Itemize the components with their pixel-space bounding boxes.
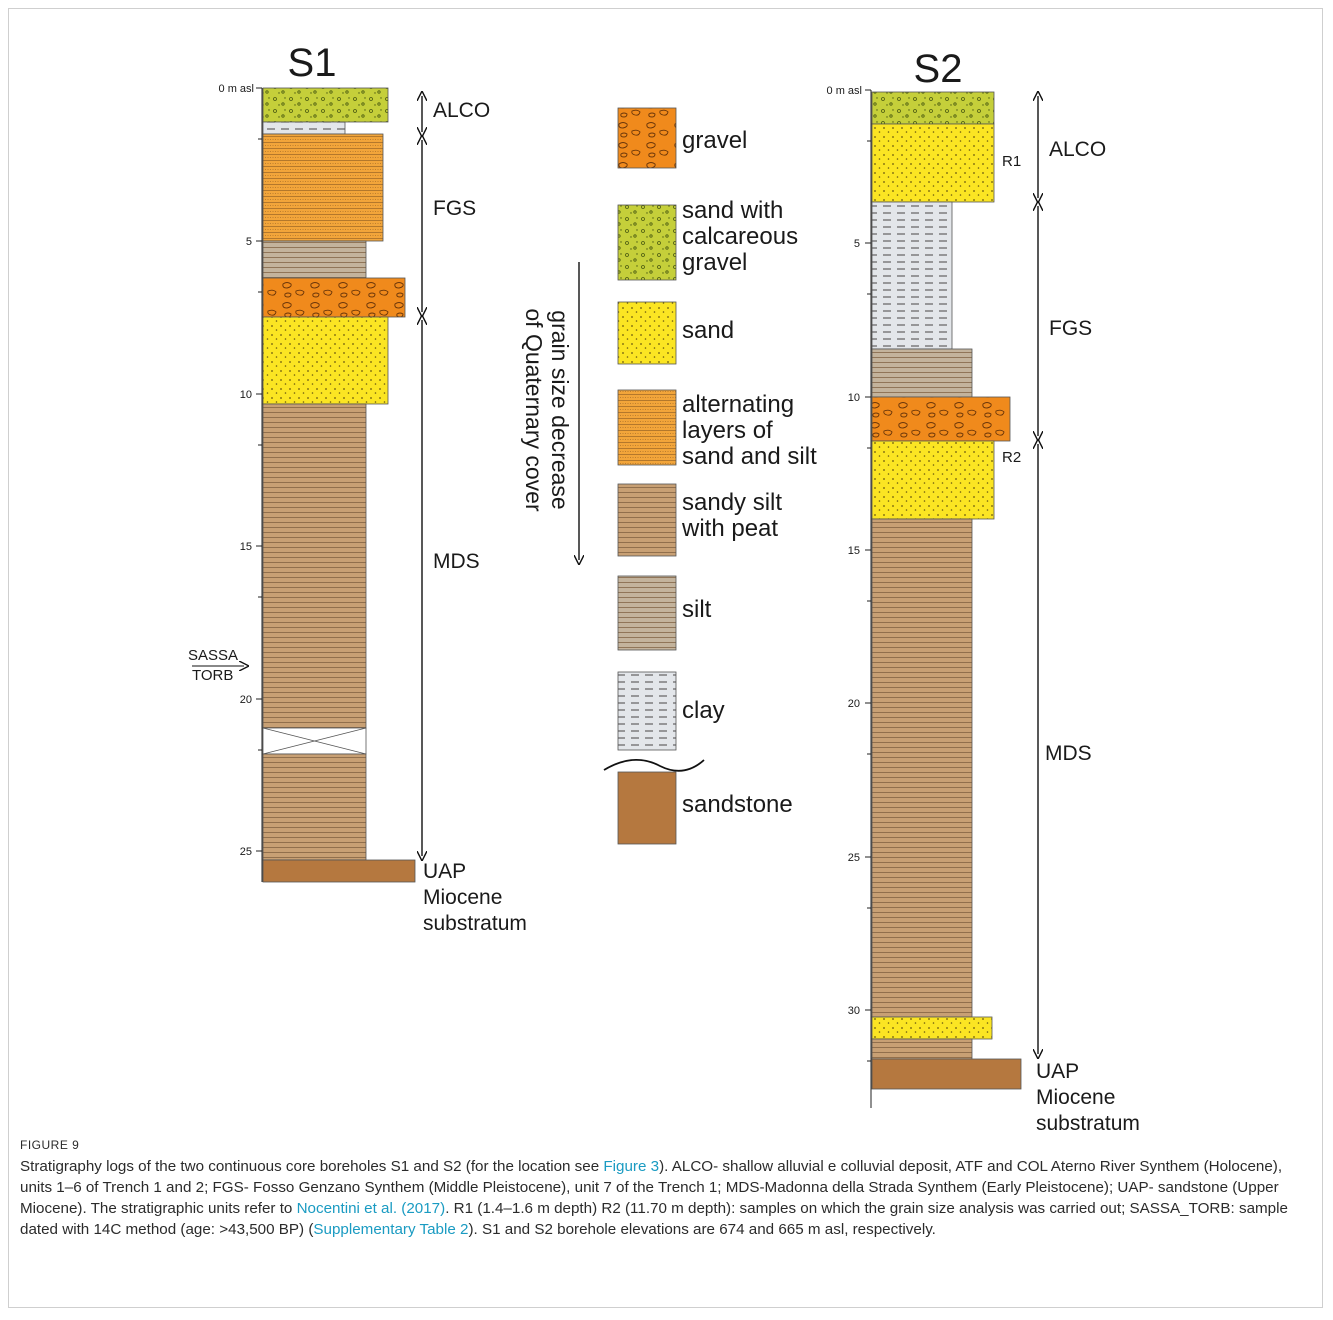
caption-part-2: ). ALCO- shallow alluvial e colluvial de… xyxy=(20,1158,1283,1217)
legend-label-sandy-silt-1: sandy silt xyxy=(682,489,782,516)
s2-uap-label: UAP xyxy=(1036,1060,1079,1083)
caption-part-4: ). S1 and S2 borehole elevations are 674… xyxy=(468,1221,936,1238)
log-s2-ticks xyxy=(865,89,871,1062)
legend-label-gravel: gravel xyxy=(682,127,747,154)
figure-3-link[interactable]: Figure 3 xyxy=(603,1158,660,1175)
log-s1-depth-5: 5 xyxy=(246,236,252,248)
log-s2: S2 0 m asl 5 10 15 20 25 30 xyxy=(827,47,1140,1135)
log-s2-depth-20: 20 xyxy=(848,698,860,710)
caption-part-1: Stratigraphy logs of the two continuous … xyxy=(20,1158,604,1175)
figure-label: FIGURE 9 xyxy=(20,1138,80,1152)
legend-item-alternating: alternating layers of sand and silt xyxy=(617,389,817,470)
nocentini-reference-link[interactable]: Nocentini et al. (2017) xyxy=(296,1200,446,1217)
legend-label-sandy-silt-2: with peat xyxy=(681,515,778,542)
legend-label-sand-calc-2: calcareous xyxy=(682,223,798,250)
legend-label-sand: sand xyxy=(682,317,734,344)
log-s1-depth-10: 10 xyxy=(240,389,252,401)
s1-layer-sandstone xyxy=(262,859,416,883)
s1-substratum-label: substratum xyxy=(423,912,527,935)
caption-part-3: . R1 (1.4–1.6 m depth) R2 (11.70 m depth… xyxy=(20,1200,1288,1238)
legend-label-silt: silt xyxy=(682,596,712,623)
s1-unit-fgs: FGS xyxy=(433,197,476,220)
legend-label-alternating-2: layers of xyxy=(682,417,773,444)
legend-item-sandstone: sandstone xyxy=(603,759,793,845)
log-s2-depth-30: 30 xyxy=(848,1005,860,1017)
s1-unit-mds: MDS xyxy=(433,550,480,573)
log-s2-depth-15: 15 xyxy=(848,545,860,557)
s2-unit-fgs: FGS xyxy=(1049,317,1092,340)
figure-caption: FIGURE 9 Stratigraphy logs of the two co… xyxy=(20,1138,1315,1240)
legend-item-silt: silt xyxy=(617,575,712,651)
supplementary-table-link[interactable]: Supplementary Table 2 xyxy=(313,1221,469,1238)
s1-uap-label: UAP xyxy=(423,860,466,883)
unconformity-wave xyxy=(603,759,705,772)
s1-miocene-label: Miocene xyxy=(423,886,502,909)
legend-item-sandy-silt: sandy silt with peat xyxy=(617,483,782,557)
figure-frame xyxy=(8,8,1323,1308)
log-s1-title: S1 xyxy=(288,41,337,85)
legend-item-sand-calc: sand with calcareous gravel xyxy=(617,197,798,281)
log-s1-ticks xyxy=(256,87,262,852)
s2-unit-alco: ALCO xyxy=(1049,138,1106,161)
s2-miocene-label: Miocene xyxy=(1036,1086,1115,1109)
legend-swatch-sandstone xyxy=(617,771,677,845)
s2-sample-r2: R2 xyxy=(1002,449,1021,466)
grain-arrow-line1: grain size decrease xyxy=(547,310,573,509)
s2-unit-mds: MDS xyxy=(1045,742,1092,765)
legend-label-alternating-1: alternating xyxy=(682,391,794,418)
grain-arrow-line2: of Quaternary cover xyxy=(521,308,547,512)
legend-label-sandstone: sandstone xyxy=(682,791,793,818)
log-s2-depth-10: 10 xyxy=(848,392,860,404)
legend-item-sand: sand xyxy=(617,301,734,365)
log-s1-depth-20: 20 xyxy=(240,694,252,706)
stratigraphy-diagram: S1 0 m asl 5 10 15 20 25 xyxy=(188,41,1140,1135)
log-s1-top-label: 0 m asl xyxy=(219,83,254,95)
log-s2-depth-5: 5 xyxy=(854,238,860,250)
log-s1-depth-15: 15 xyxy=(240,541,252,553)
log-s1: S1 0 m asl 5 10 15 20 25 xyxy=(188,41,527,935)
s1-sample-sassa: SASSA xyxy=(188,647,238,664)
legend-label-clay: clay xyxy=(682,697,725,724)
legend-item-gravel: gravel xyxy=(617,107,747,169)
legend-label-alternating-3: sand and silt xyxy=(682,443,817,470)
s1-unit-alco: ALCO xyxy=(433,99,490,122)
log-s2-top-label: 0 m asl xyxy=(827,85,862,97)
s1-sample-torb: TORB xyxy=(192,667,233,684)
legend-label-sand-calc-1: sand with xyxy=(682,197,783,224)
legend-item-clay: clay xyxy=(617,671,725,751)
legend: gravel sand with calcareous gravel sand … xyxy=(603,107,817,845)
log-s1-depth-25: 25 xyxy=(240,846,252,858)
grain-size-arrow: grain size decrease of Quaternary cover xyxy=(521,262,579,560)
log-s2-title: S2 xyxy=(914,47,963,91)
s2-substratum-label: substratum xyxy=(1036,1112,1140,1135)
log-s2-depth-25: 25 xyxy=(848,852,860,864)
s2-sample-r1: R1 xyxy=(1002,153,1021,170)
legend-label-sand-calc-3: gravel xyxy=(682,249,747,276)
caption-text: Stratigraphy logs of the two continuous … xyxy=(20,1156,1315,1240)
s2-layer-sandstone xyxy=(871,1058,1022,1090)
